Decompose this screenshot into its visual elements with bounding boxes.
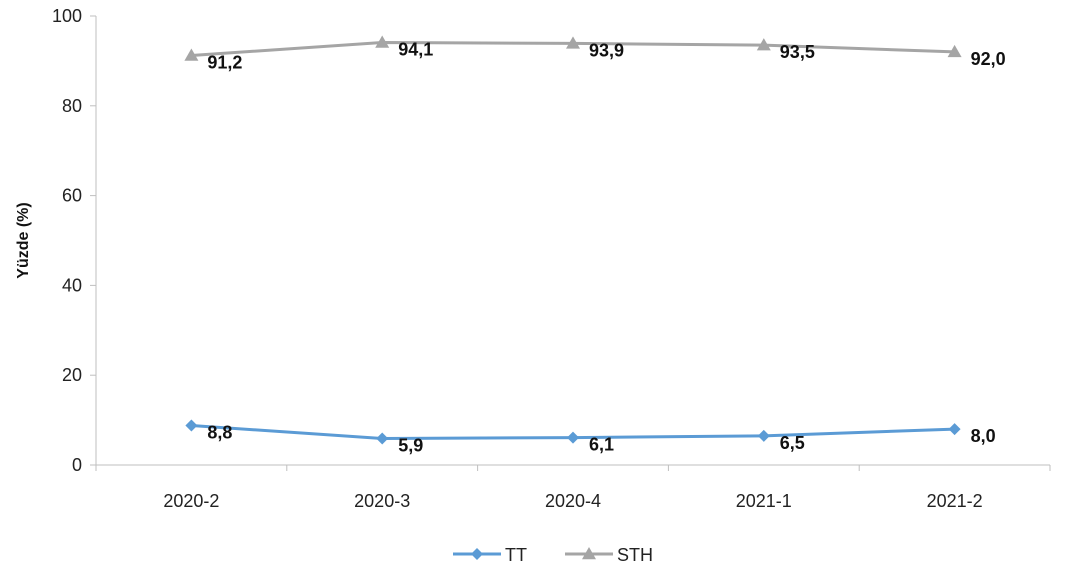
data-point-sth: [184, 48, 199, 61]
data-label-tt: 6,1: [589, 435, 614, 455]
y-tick-label: 60: [62, 186, 82, 206]
legend-marker: [582, 547, 596, 560]
x-tick-label: 2020-3: [354, 491, 410, 511]
data-point-sth: [947, 44, 962, 58]
legend: TT STH: [453, 545, 653, 565]
data-label-sth: 93,5: [780, 42, 815, 62]
data-point-tt: [185, 419, 198, 432]
data-point-tt: [376, 432, 389, 445]
data-label-tt: 8,0: [971, 426, 996, 446]
data-label-tt: 5,9: [398, 436, 423, 456]
series-sth: [184, 35, 962, 61]
series-layer: [184, 35, 962, 445]
data-point-tt: [948, 423, 961, 436]
data-point-tt: [567, 431, 579, 444]
data-point-sth: [566, 36, 580, 49]
y-axis-title: Yüzde (%): [15, 202, 32, 278]
data-label-sth: 91,2: [207, 53, 242, 73]
data-label-sth: 94,1: [398, 39, 433, 59]
data-label-tt: 8,8: [207, 422, 232, 442]
legend-marker: [471, 548, 483, 560]
data-label-tt: 6,5: [780, 433, 805, 453]
y-tick-label: 100: [52, 6, 82, 26]
series-tt: [185, 419, 961, 445]
data-point-sth: [756, 38, 771, 51]
data-label-sth: 92,0: [971, 49, 1006, 69]
x-tick-label: 2021-2: [927, 491, 983, 511]
y-tick-label: 0: [72, 455, 82, 475]
data-point-sth: [375, 35, 390, 48]
legend-item-sth: STH: [565, 545, 653, 565]
x-tick-label: 2020-2: [163, 491, 219, 511]
legend-label: STH: [617, 545, 653, 565]
x-tick-label: 2020-4: [545, 491, 601, 511]
legend-item-tt: TT: [453, 545, 527, 565]
data-label-sth: 93,9: [589, 40, 624, 60]
data-point-tt: [757, 429, 770, 442]
y-tick-label: 20: [62, 365, 82, 385]
y-tick-label: 40: [62, 275, 82, 295]
y-tick-label: 80: [62, 96, 82, 116]
data-labels-layer: 8,8 5,9 6,1 6,5 8,0 91,2 94,1 93,9 93,5 92,0: [207, 39, 1005, 455]
axes-layer: 0 20 40 60 80 100 2020-2 2020-3 2020-4 2021-1 2021…: [52, 6, 1051, 511]
legend-label: TT: [505, 545, 527, 565]
x-tick-label: 2021-1: [736, 491, 792, 511]
